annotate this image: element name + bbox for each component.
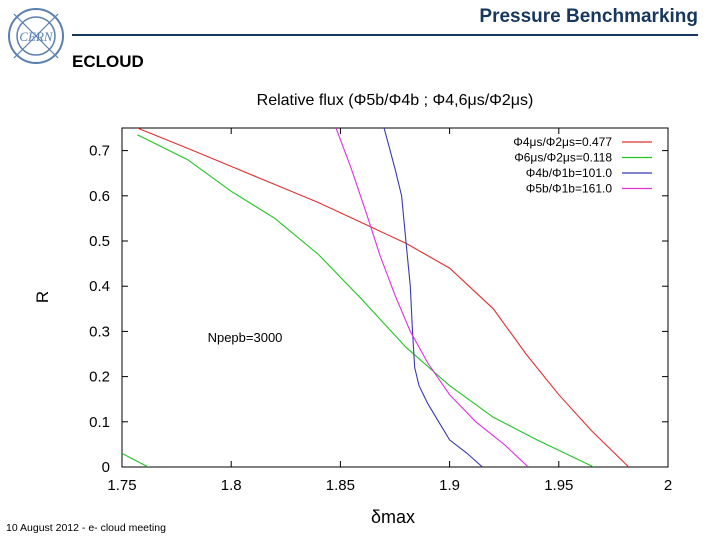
series-line-3 — [383, 128, 483, 467]
plot-frame — [121, 127, 669, 468]
logo-text: CERN — [19, 29, 54, 44]
slide-title: Pressure Benchmarking — [479, 6, 698, 27]
y-tick-label: 0.1 — [89, 414, 110, 431]
series-line-4 — [335, 128, 529, 467]
series-line-5 — [122, 452, 149, 467]
legend-label: Φ4μs/Φ2μs=0.477 — [513, 135, 612, 149]
y-tick-label: 0.7 — [89, 143, 110, 160]
x-tick-label: 1.75 — [107, 477, 136, 494]
x-tick-label: 1.9 — [439, 477, 460, 494]
npepb-annotation: Npepb=3000 — [208, 330, 283, 345]
y-tick-label: 0 — [102, 459, 110, 476]
y-axis-label: R — [33, 291, 52, 303]
legend-label: Φ5b/Φ1b=161.0 — [526, 182, 613, 196]
y-tick-label: 0.2 — [89, 369, 110, 386]
section-title: ECLOUD — [72, 52, 144, 71]
y-tick-label: 0.5 — [89, 233, 110, 250]
series-line-2 — [137, 134, 594, 467]
x-tick-label: 1.85 — [326, 477, 355, 494]
x-tick-label: 1.8 — [221, 477, 242, 494]
y-tick-label: 0.6 — [89, 188, 110, 205]
y-tick-label: 0.4 — [89, 278, 110, 295]
x-tick-label: 1.95 — [544, 477, 573, 494]
legend-label: Φ4b/Φ1b=101.0 — [526, 166, 613, 180]
x-axis-label: δmax — [371, 507, 415, 527]
chart-title: Relative flux (Φ5b/Φ4b ; Φ4,6μs/Φ2μs) — [257, 92, 534, 109]
y-tick-label: 0.3 — [89, 323, 110, 340]
legend-label: Φ6μs/Φ2μs=0.118 — [514, 151, 612, 165]
footer-text: 10 August 2012 - e- cloud meeting — [6, 522, 166, 534]
cern-logo: CERN — [8, 8, 64, 64]
x-tick-label: 2 — [664, 477, 672, 494]
header-divider — [72, 34, 698, 36]
